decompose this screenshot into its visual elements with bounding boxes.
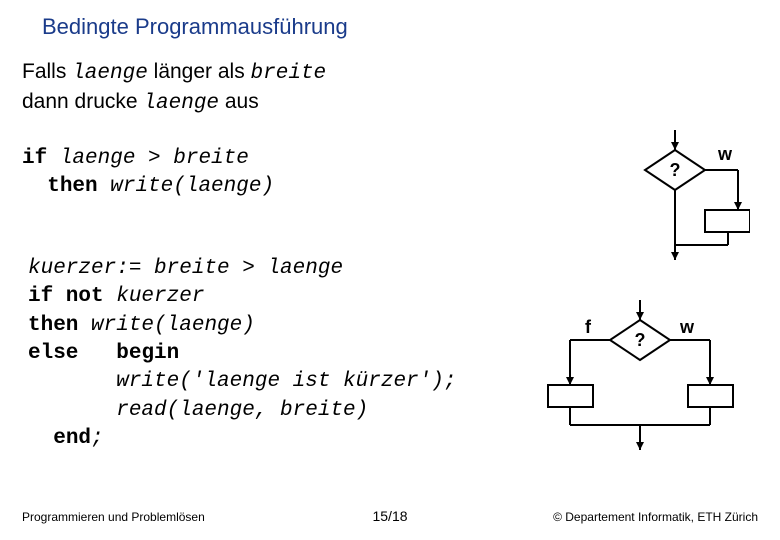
code2-line4: else begin (28, 340, 456, 368)
footer-right: © Departement Informatik, ETH Zürich (553, 510, 758, 524)
intro-l1-pre: Falls (22, 60, 72, 83)
d1-q-label: ? (670, 160, 681, 180)
intro-line1: Falls laenge länger als breite (22, 58, 326, 88)
intro-l1-var1: laenge (72, 62, 148, 85)
code1-l1-kw: if (22, 147, 47, 170)
flowchart-2-svg: ? f w (530, 300, 750, 450)
intro-l2-var: laenge (143, 92, 219, 115)
code2-line2: if not kuerzer (28, 283, 456, 311)
code1-line2: then write(laenge) (22, 173, 274, 201)
intro-text: Falls laenge länger als breite dann druc… (22, 58, 326, 119)
footer-page-number: 15/18 (372, 508, 407, 524)
code1-line1: if laenge > breite (22, 145, 274, 173)
code2-line6: read(laenge, breite) (28, 397, 456, 425)
d2-box-w (688, 385, 733, 407)
d2-arrowhead-w (706, 377, 714, 385)
d1-arrowhead-down (671, 252, 679, 260)
flowchart-1: ? w (560, 130, 750, 260)
d2-q-label: ? (635, 330, 646, 350)
code2-l4-kw: else (28, 342, 78, 365)
code2-l4-kw2: begin (116, 342, 179, 365)
d1-box (705, 210, 750, 232)
footer-left: Programmieren und Problemlösen (22, 510, 205, 524)
code2-l2-kw: if not (28, 285, 104, 308)
flowchart-1-svg: ? w (560, 130, 750, 260)
code2-line5: write('laenge ist kürzer'); (28, 368, 456, 396)
code2-line7: end; (28, 425, 456, 453)
flowchart-2: ? f w (530, 300, 750, 450)
code2-line1: kuerzer:= breite > laenge (28, 255, 456, 283)
d1-w-label: w (717, 144, 733, 164)
intro-l1-mid: länger als (148, 60, 251, 83)
intro-l2-post: aus (219, 90, 259, 113)
code1-l2-rest: write(laenge) (98, 175, 274, 198)
code2-l3-kw: then (28, 314, 78, 337)
code2-l2-rest: kuerzer (104, 285, 205, 308)
code1-l2-kw: then (47, 175, 97, 198)
d2-w-label: w (679, 317, 695, 337)
code-block-1: if laenge > breite then write(laenge) (22, 145, 274, 202)
code1-l1-rest: laenge > breite (47, 147, 249, 170)
code2-l7-post: ; (91, 427, 104, 450)
code2-l3-rest: write(laenge) (78, 314, 254, 337)
d1-arrowhead-w (734, 202, 742, 210)
code1-l2-pre (22, 175, 47, 198)
code2-line3: then write(laenge) (28, 312, 456, 340)
code2-l7-kw: end (53, 427, 91, 450)
d2-f-label: f (585, 317, 592, 337)
code-block-2: kuerzer:= breite > laenge if not kuerzer… (28, 255, 456, 453)
d2-box-f (548, 385, 593, 407)
code2-l4-mid (78, 342, 116, 365)
intro-l1-var2: breite (251, 62, 327, 85)
d2-arrowhead-down (636, 442, 644, 450)
page-title: Bedingte Programmausführung (42, 14, 348, 40)
intro-line2: dann drucke laenge aus (22, 88, 326, 118)
intro-l2-pre: dann drucke (22, 90, 143, 113)
d2-arrowhead-f (566, 377, 574, 385)
code2-l7-pre (28, 427, 53, 450)
